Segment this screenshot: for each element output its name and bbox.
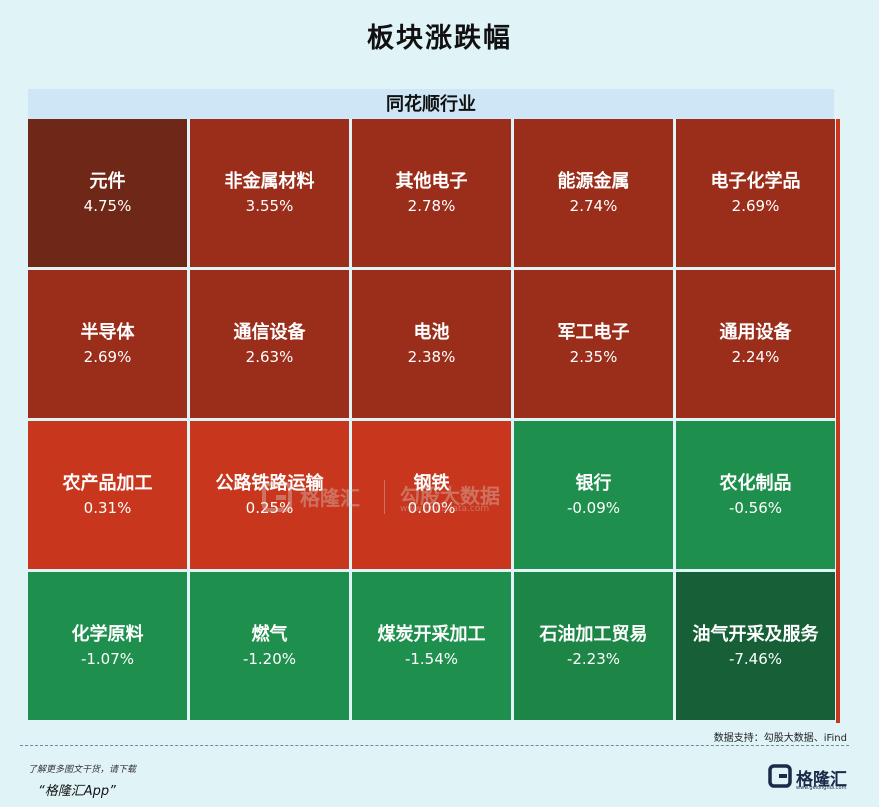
tile-value: -7.46% xyxy=(728,649,783,668)
data-source: 数据支持：勾股大数据、iFind xyxy=(713,733,847,744)
tile-value: -0.56% xyxy=(728,498,783,517)
treemap-grid: 元件 4.75% 非金属材料 3.55% 其他电子 2.78% 能源金属 2.74% 电子化学品… xyxy=(28,119,836,723)
tile-name: 化学原料 xyxy=(71,623,144,645)
tile-name: 石油加工贸易 xyxy=(539,623,648,645)
treemap-tile: 钢铁 0.00% xyxy=(352,421,511,569)
treemap-tile: 军工电子 2.35% xyxy=(514,270,673,418)
tile-value: 0.25% xyxy=(245,498,294,517)
treemap-header: 同花顺行业 xyxy=(28,89,834,119)
tile-value: 3.55% xyxy=(245,196,294,215)
tile-value: 2.74% xyxy=(569,196,618,215)
treemap-tile: 电子化学品 2.69% xyxy=(676,119,835,267)
treemap-panel: 同花顺行业 元件 4.75% 非金属材料 3.55% 其他电子 2.78% 能源金属 2.74… xyxy=(28,89,840,723)
treemap-tile: 煤炭开采加工 -1.54% xyxy=(352,572,511,720)
treemap-tile: 化学原料 -1.07% xyxy=(28,572,187,720)
treemap-tile: 元件 4.75% xyxy=(28,119,187,267)
tile-value: -1.54% xyxy=(404,649,459,668)
treemap-tile: 能源金属 2.74% xyxy=(514,119,673,267)
tile-value: -1.07% xyxy=(80,649,135,668)
tile-name: 电池 xyxy=(413,321,450,343)
tile-name: 非金属材料 xyxy=(224,170,315,192)
treemap-tile: 油气开采及服务 -7.46% xyxy=(676,572,835,720)
footer-brand-logo: 格隆汇 www.gelonghui.com xyxy=(768,764,852,792)
tile-name: 钢铁 xyxy=(413,472,450,494)
treemap-tile: 银行 -0.09% xyxy=(514,421,673,569)
treemap-tile: 通信设备 2.63% xyxy=(190,270,349,418)
tile-name: 能源金属 xyxy=(557,170,630,192)
tile-name: 通用设备 xyxy=(719,321,792,343)
treemap-tile: 农产品加工 0.31% xyxy=(28,421,187,569)
tile-name: 农化制品 xyxy=(719,472,792,494)
edge-sliver xyxy=(836,119,840,723)
chart-title: 板块涨跌幅 xyxy=(367,23,512,54)
footer-app-name: “格隆汇App” xyxy=(38,784,116,799)
tile-value: 2.35% xyxy=(569,347,618,366)
footer-promo-line: 了解更多图文干货，请下载 xyxy=(28,765,137,775)
tile-value: -1.20% xyxy=(242,649,297,668)
treemap-tile: 公路铁路运输 0.25% xyxy=(190,421,349,569)
tile-name: 军工电子 xyxy=(557,321,630,343)
footer-divider xyxy=(20,745,849,746)
tile-value: 0.00% xyxy=(407,498,456,517)
tile-name: 煤炭开采加工 xyxy=(377,623,486,645)
treemap-tile: 电池 2.38% xyxy=(352,270,511,418)
brand-url: www.gelonghui.com xyxy=(796,785,847,791)
tile-value: 2.69% xyxy=(83,347,132,366)
treemap-tile: 农化制品 -0.56% xyxy=(676,421,835,569)
tile-value: 2.38% xyxy=(407,347,456,366)
tile-value: 4.75% xyxy=(83,196,132,215)
treemap-tile: 半导体 2.69% xyxy=(28,270,187,418)
tile-value: 2.63% xyxy=(245,347,294,366)
tile-value: 0.31% xyxy=(83,498,132,517)
tile-name: 通信设备 xyxy=(233,321,306,343)
treemap-tile: 石油加工贸易 -2.23% xyxy=(514,572,673,720)
tile-name: 元件 xyxy=(89,170,126,192)
tile-name: 其他电子 xyxy=(395,170,468,192)
tile-value: 2.78% xyxy=(407,196,456,215)
tile-name: 银行 xyxy=(575,472,612,494)
tile-name: 公路铁路运输 xyxy=(215,472,324,494)
treemap-tile: 通用设备 2.24% xyxy=(676,270,835,418)
tile-value: -0.09% xyxy=(566,498,621,517)
tile-name: 电子化学品 xyxy=(710,170,801,192)
brand-g-icon xyxy=(768,764,792,788)
tile-name: 燃气 xyxy=(251,623,288,645)
tile-value: 2.69% xyxy=(731,196,780,215)
tile-name: 半导体 xyxy=(80,321,135,343)
tile-name: 油气开采及服务 xyxy=(692,623,819,645)
treemap-tile: 非金属材料 3.55% xyxy=(190,119,349,267)
tile-value: -2.23% xyxy=(566,649,621,668)
treemap-tile: 燃气 -1.20% xyxy=(190,572,349,720)
treemap-tile: 其他电子 2.78% xyxy=(352,119,511,267)
tile-name: 农产品加工 xyxy=(62,472,153,494)
brand-name: 格隆汇 xyxy=(796,770,847,790)
tile-value: 2.24% xyxy=(731,347,780,366)
